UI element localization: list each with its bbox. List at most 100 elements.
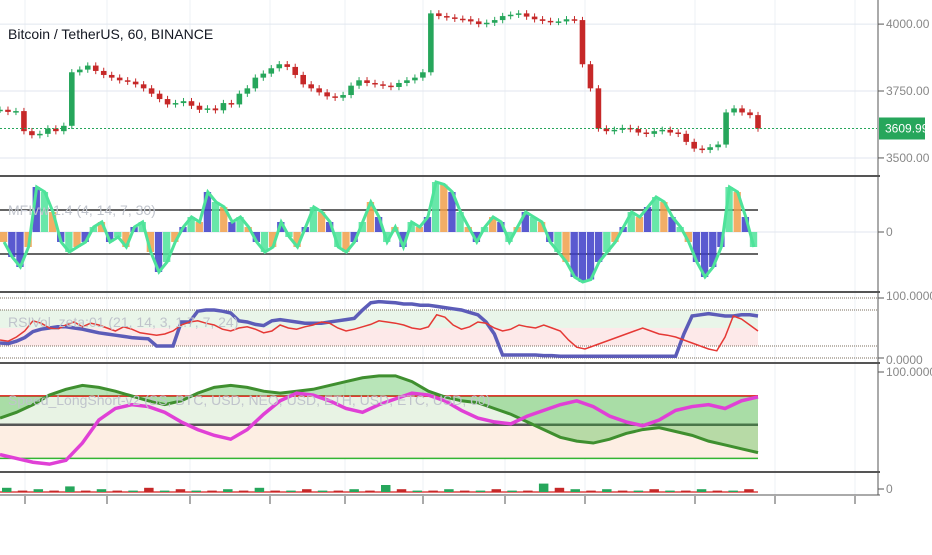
mfi-bar (163, 232, 171, 262)
mfi-bar (65, 232, 73, 252)
mfi-bar (643, 207, 652, 232)
mfi-bar (448, 192, 456, 232)
rsi-lower-zone (0, 328, 758, 346)
price-candle (651, 131, 658, 134)
mfi-bar (603, 232, 611, 252)
mfi-indicator-title[interactable]: MFIvw 1.4 (4, 14, 7, 30) (8, 202, 156, 218)
price-candle (61, 125, 67, 132)
symbol-title: Bitcoin / TetherUS, 60, BINANCE (8, 26, 214, 42)
price-candle (132, 81, 139, 85)
price-candle (428, 13, 434, 73)
volume-bar (491, 489, 502, 492)
mfi-bar (146, 232, 155, 252)
volume-bar (649, 489, 659, 492)
price-candle (635, 129, 642, 133)
price-candle (739, 108, 745, 113)
price-candle (531, 16, 538, 20)
price-candle (619, 127, 626, 130)
volume-bar (712, 490, 723, 492)
price-candle (148, 88, 155, 94)
mfi-bar (652, 197, 660, 232)
mfi-bar (350, 232, 358, 242)
price-candle (595, 88, 602, 129)
mfi-bar (489, 217, 497, 232)
volume-bar (602, 489, 612, 492)
price-candle (747, 112, 753, 116)
last-price-badge (879, 117, 925, 140)
mfi-bar (464, 227, 472, 232)
volume-bar (665, 490, 675, 492)
mfi-bar (366, 202, 375, 232)
volume-bar (302, 489, 312, 492)
price-candle (380, 84, 386, 86)
volume-bar (207, 490, 217, 492)
volume-bar (333, 490, 344, 492)
volume-bar (96, 489, 107, 492)
price-candle (5, 109, 11, 112)
price-candle (579, 20, 586, 65)
mfi-bar (195, 222, 203, 232)
mfi-bar (48, 212, 57, 232)
volume-bar (112, 490, 123, 492)
price-axis-label: 3750.00 (886, 84, 930, 98)
mfi-bar (415, 227, 424, 232)
price-candle (563, 19, 570, 22)
price-candle (37, 133, 43, 136)
mfi-bar (423, 217, 432, 232)
mfi-bar (81, 232, 89, 242)
speed-short-line (0, 391, 759, 466)
price-candle (507, 14, 514, 17)
mfi-bar (326, 222, 334, 232)
volume-bar (728, 490, 738, 492)
price-candle (555, 21, 562, 23)
volume-bar (570, 489, 580, 492)
rsi-axis-label: 0.0000 (886, 353, 923, 367)
mfi-bar (700, 232, 709, 277)
mfi-bar (749, 232, 758, 247)
volume-bar (144, 487, 154, 492)
volume-bar (475, 490, 486, 492)
mfi-bar (709, 232, 717, 267)
price-candle (667, 129, 674, 133)
mfi-bar (105, 232, 114, 242)
volume-bar (444, 489, 454, 492)
price-candle (755, 115, 761, 129)
mfi-bar (440, 184, 448, 232)
mfi-bar (611, 232, 619, 242)
mfi-bar (733, 192, 741, 232)
mfi-bar (97, 222, 106, 232)
price-candle (308, 84, 314, 89)
mfi-bar (220, 207, 228, 232)
mfi-bar (342, 232, 350, 252)
volume-bar (191, 490, 201, 492)
price-candle (659, 129, 666, 132)
volume-bar (128, 490, 138, 492)
mfi-bar (456, 212, 464, 232)
price-candle (156, 93, 163, 100)
price-candle (523, 13, 530, 17)
mfi-bar (171, 232, 179, 242)
price-candle (412, 77, 418, 81)
price-candle (260, 73, 267, 78)
price-candle (372, 82, 378, 85)
price-candle (124, 80, 131, 82)
mfi-bar (529, 217, 538, 232)
speed-indicator-title[interactable]: Speed_LongShort-v2 (SS, BTC, USD, NEO, U… (8, 392, 491, 408)
price-candle (76, 69, 83, 73)
price-candle (436, 13, 442, 17)
volume-axis-label: 0 (886, 482, 893, 496)
mfi-bar (554, 232, 562, 252)
volume-bar (428, 490, 438, 492)
volume-bar (65, 486, 75, 492)
price-candle (316, 88, 322, 93)
mfi-bar (635, 217, 644, 232)
mfi-bar (122, 232, 130, 247)
volume-bar (270, 490, 280, 492)
mfi-bar (309, 207, 318, 232)
volume-bar (381, 485, 391, 492)
mfi-bar (562, 232, 570, 262)
price-candle (140, 84, 147, 89)
rsivol-indicator-title[interactable]: RSIVol_zeta:01 (21, 14, 3, 1.7, 7, 24) (8, 314, 239, 330)
